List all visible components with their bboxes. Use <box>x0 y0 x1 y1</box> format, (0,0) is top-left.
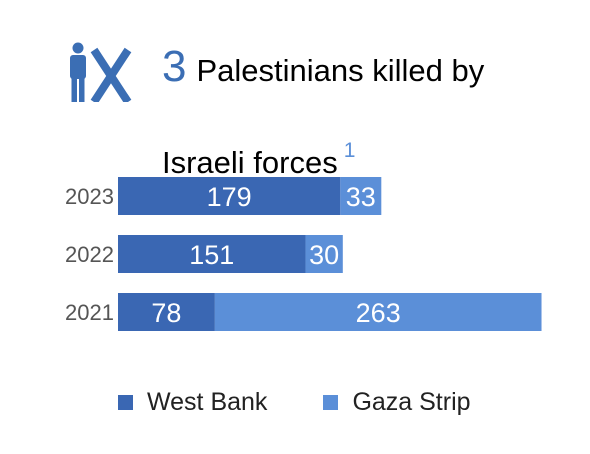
data-label-west-bank-2023: 179 <box>207 182 252 212</box>
legend-label-west-bank: West Bank <box>147 388 268 416</box>
data-label-gaza-strip-2023: 33 <box>346 182 376 212</box>
bar-gaza-strip-2022 <box>305 235 343 273</box>
legend-swatch-west-bank <box>118 395 133 410</box>
legend-swatch-gaza-strip <box>323 395 339 410</box>
year-label-2023: 2023 <box>65 184 114 209</box>
data-label-west-bank-2021: 78 <box>151 298 181 328</box>
person-x-icon <box>66 40 136 105</box>
chart-header: 3 Palestinians killed by Israeli forces 1 <box>66 36 566 180</box>
data-label-west-bank-2022: 151 <box>189 240 234 270</box>
bar-west-bank-2022 <box>118 235 306 273</box>
data-label-gaza-strip-2022: 30 <box>309 240 339 270</box>
legend-item-gaza-strip: Gaza Strip <box>323 388 471 417</box>
year-label-2021: 2021 <box>65 300 114 325</box>
year-label-2022: 2022 <box>65 242 114 267</box>
legend-label-gaza-strip: Gaza Strip <box>352 388 471 416</box>
chart-title: 3 Palestinians killed by Israeli forces 1 <box>162 36 562 200</box>
bar-west-bank-2023 <box>118 177 341 215</box>
bar-west-bank-2021 <box>118 293 215 331</box>
title-line-2: Israeli forces <box>162 145 338 180</box>
footnote-marker: 1 <box>343 139 356 162</box>
bar-gaza-strip-2023 <box>340 177 382 215</box>
title-line-1: Palestinians killed by <box>196 53 485 88</box>
legend: West Bank Gaza Strip <box>118 388 527 417</box>
data-label-gaza-strip-2021: 263 <box>356 298 401 328</box>
headline-count: 3 <box>162 42 187 91</box>
bar-gaza-strip-2021 <box>214 293 542 331</box>
legend-item-west-bank: West Bank <box>118 388 267 417</box>
